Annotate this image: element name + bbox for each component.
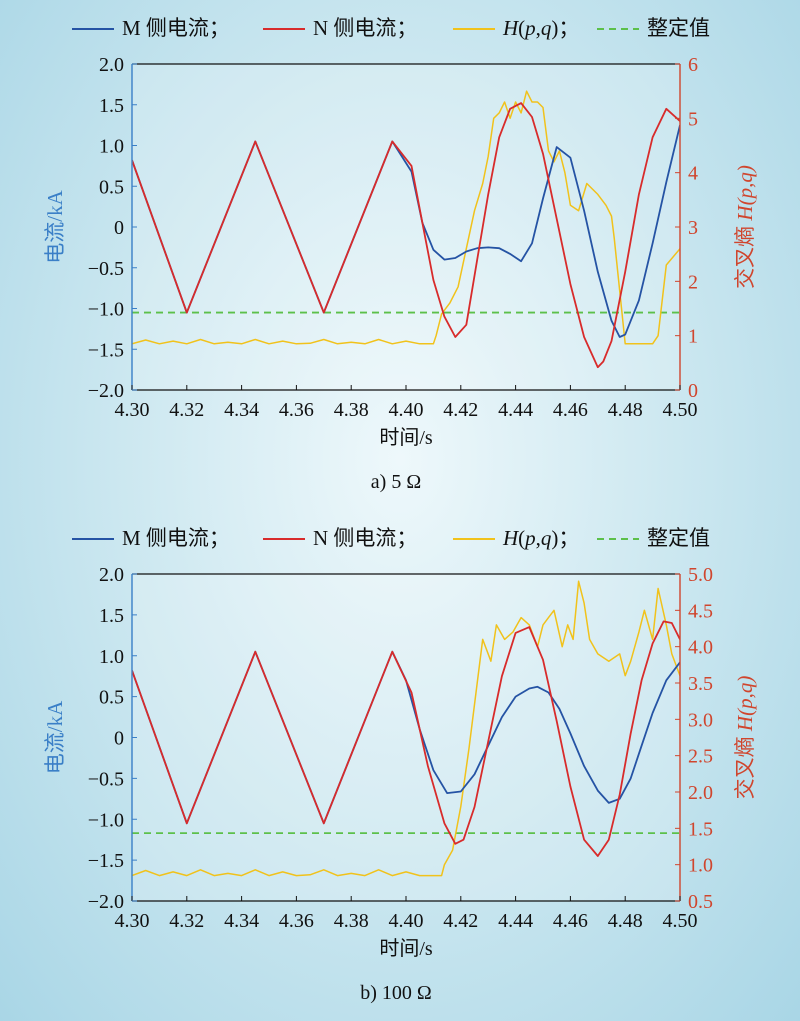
y-right-tick-label: 4 xyxy=(688,163,698,185)
y-right-tick-label: 1 xyxy=(688,326,698,348)
x-tick-label: 4.38 xyxy=(334,910,369,932)
series-line-cross-entropy xyxy=(132,580,680,877)
y-right-tick-label: 0 xyxy=(688,380,698,402)
y-left-tick-label: −2.0 xyxy=(88,380,124,402)
x-tick-label: 4.48 xyxy=(608,399,643,421)
y-left-tick-label: −0.5 xyxy=(88,768,124,790)
x-tick-label: 4.32 xyxy=(169,910,204,932)
panel-caption: b) 100 Ω xyxy=(360,982,432,1004)
legend: M 侧电流； N 侧电流； H(p,q)； 整定值 xyxy=(72,16,710,40)
y-right-tick-label: 6 xyxy=(688,54,698,76)
x-tick-label: 4.36 xyxy=(279,399,314,421)
x-tick-label: 4.40 xyxy=(389,910,424,932)
y-right-tick-label: 2.5 xyxy=(688,746,713,768)
x-tick-label: 4.30 xyxy=(115,910,150,932)
y-right-tick-label: 1.5 xyxy=(688,818,713,840)
x-axis-label: 时间/s xyxy=(379,937,433,960)
y-left-tick-label: 1.0 xyxy=(99,646,124,668)
x-tick-label: 4.46 xyxy=(553,399,588,421)
legend-label-2: N 侧电流； xyxy=(313,16,417,40)
y-left-tick-label: −0.5 xyxy=(88,258,124,280)
legend: M 侧电流； N 侧电流； H(p,q)； 整定值 xyxy=(72,526,710,550)
y-left-tick-label: 1.0 xyxy=(99,136,124,158)
y-right-axis-label: 交叉熵 H(p,q) xyxy=(733,165,757,289)
y-right-tick-label: 3.0 xyxy=(688,709,713,731)
legend-label-2: N 侧电流； xyxy=(313,526,417,550)
legend-label-1: M 侧电流； xyxy=(122,526,230,550)
y-left-tick-label: −1.5 xyxy=(88,850,124,872)
legend-label-4: 整定值 xyxy=(647,16,710,40)
series-line-cross-entropy xyxy=(132,90,680,345)
legend-label-1: M 侧电流； xyxy=(122,16,230,40)
panel-caption: a) 5 Ω xyxy=(371,471,421,493)
y-right-tick-label: 3.5 xyxy=(688,673,713,695)
y-right-tick-label: 4.5 xyxy=(688,600,713,622)
y-left-tick-label: 0.5 xyxy=(99,176,124,198)
legend-label-3: H(p,q)； xyxy=(502,16,579,40)
x-tick-label: 4.44 xyxy=(498,399,533,421)
y-right-tick-label: 5 xyxy=(688,108,698,130)
y-left-tick-label: −2.0 xyxy=(88,891,124,913)
y-left-tick-label: −1.5 xyxy=(88,339,124,361)
plot-area xyxy=(132,574,680,901)
legend-label-4: 整定值 xyxy=(647,526,710,550)
x-tick-label: 4.50 xyxy=(663,399,698,421)
x-tick-label: 4.36 xyxy=(279,910,314,932)
y-left-tick-label: 1.5 xyxy=(99,95,124,117)
y-right-tick-label: 2.0 xyxy=(688,782,713,804)
x-tick-label: 4.40 xyxy=(389,399,424,421)
series-line-m-current xyxy=(132,124,680,338)
y-right-tick-label: 5.0 xyxy=(688,564,713,586)
y-left-tick-label: 2.0 xyxy=(99,564,124,586)
series-line-n-current xyxy=(132,620,680,857)
legend-label-3: H(p,q)； xyxy=(502,526,579,550)
y-right-tick-label: 0.5 xyxy=(688,891,713,913)
y-left-tick-label: 0 xyxy=(114,217,124,239)
y-left-axis-label: 电流/kA xyxy=(43,700,67,774)
y-left-tick-label: 0.5 xyxy=(99,687,124,709)
x-tick-label: 4.42 xyxy=(443,910,478,932)
x-tick-label: 4.46 xyxy=(553,910,588,932)
y-right-tick-label: 4.0 xyxy=(688,637,713,659)
x-tick-label: 4.32 xyxy=(169,399,204,421)
y-left-tick-label: −1.0 xyxy=(88,299,124,321)
x-tick-label: 4.44 xyxy=(498,910,533,932)
y-right-axis-label: 交叉熵 H(p,q) xyxy=(733,676,757,800)
x-tick-label: 4.48 xyxy=(608,910,643,932)
x-tick-label: 4.34 xyxy=(224,910,259,932)
y-left-tick-label: 0 xyxy=(114,728,124,750)
chart-panel-1: M 侧电流； N 侧电流； H(p,q)； 整定值 4.30 4.32 4.34 4.36 4.… xyxy=(43,16,757,493)
x-axis-label: 时间/s xyxy=(379,426,433,449)
x-tick-label: 4.38 xyxy=(334,399,369,421)
y-left-tick-label: 2.0 xyxy=(99,54,124,76)
y-right-tick-label: 3 xyxy=(688,217,698,239)
x-tick-label: 4.50 xyxy=(663,910,698,932)
chart-panel-2: M 侧电流； N 侧电流； H(p,q)； 整定值 4.30 4.32 4.34 4.36 4.… xyxy=(43,526,757,1004)
y-left-tick-label: −1.0 xyxy=(88,809,124,831)
y-left-tick-label: 1.5 xyxy=(99,605,124,627)
y-right-tick-label: 2 xyxy=(688,271,698,293)
x-tick-label: 4.30 xyxy=(115,399,150,421)
series-line-n-current xyxy=(132,102,680,369)
y-left-axis-label: 电流/kA xyxy=(43,189,67,263)
x-tick-label: 4.42 xyxy=(443,399,478,421)
y-right-tick-label: 1.0 xyxy=(688,855,713,877)
x-tick-label: 4.34 xyxy=(224,399,259,421)
